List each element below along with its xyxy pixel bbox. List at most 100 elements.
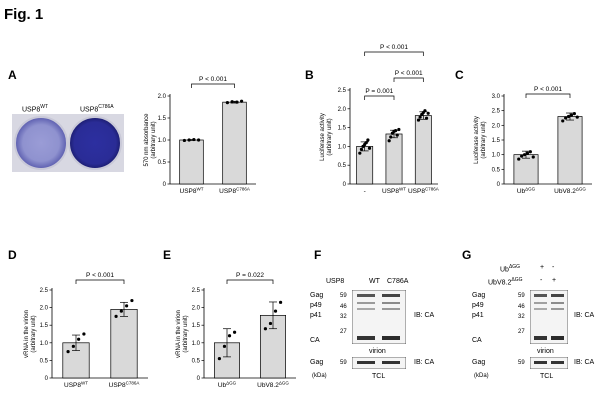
y-tick-label: 2.5 — [338, 88, 347, 94]
p-value-label: P < 0.001 — [380, 44, 408, 51]
row-ubv82-lane1: - — [540, 277, 543, 284]
c786a-well — [68, 116, 122, 170]
y-axis-label: Luciferase activity — [320, 113, 326, 161]
data-point — [520, 154, 524, 158]
band-label-ca: CA — [310, 337, 320, 344]
y-tick-label: 0 — [163, 182, 167, 188]
data-point — [232, 330, 237, 334]
g-band-label-gag: Gag — [472, 292, 486, 299]
lane-label-c786a: C786A — [387, 278, 409, 285]
data-point — [82, 332, 86, 336]
data-point — [366, 138, 370, 142]
y-tick-label: 1.5 — [338, 126, 347, 132]
y-axis-label: (arbitrary unit) — [327, 118, 333, 155]
p-value-label: P < 0.001 — [86, 272, 114, 279]
bar — [222, 101, 247, 185]
data-point — [217, 357, 222, 361]
g-virion-label: virion — [537, 348, 554, 355]
y-axis-label: Luciferase activity — [474, 116, 480, 164]
y-tick-label: 1.5 — [492, 138, 501, 144]
x-tick-label: USP8C786A — [408, 187, 439, 196]
y-axis-label: (arbitrary unit) — [183, 315, 189, 352]
g-mw-46: 46 — [518, 304, 525, 310]
g-virion-blot-image — [530, 290, 568, 344]
y-tick-label: 2.0 — [158, 94, 167, 100]
significance-bracket — [364, 51, 424, 56]
bar — [557, 116, 583, 185]
plate-label-c786a: USP8C786A — [80, 104, 114, 114]
tcl-band-label: Gag — [310, 359, 324, 366]
data-point — [424, 116, 429, 120]
chart-a: 570 nm absorbance (arbitrary unit) 0 0.5 1.0… — [144, 76, 256, 195]
data-point — [566, 114, 571, 119]
y-tick-label: 0.5 — [492, 167, 501, 173]
plate-label-wt: USP8WT — [22, 104, 49, 114]
y-tick-label: 1.0 — [40, 341, 49, 347]
x-tick-label: UbΔGG — [218, 381, 237, 390]
y-tick-label: 0.5 — [192, 358, 201, 364]
g-ib-label-virion: IB: CA — [574, 312, 595, 319]
lane-label-wt: WT — [369, 278, 380, 285]
g-kda-label: (kDa) — [474, 373, 489, 379]
row-ubv82-lane2: + — [552, 277, 557, 284]
y-tick-label: 2.0 — [40, 306, 49, 312]
row-ub-lane2: - — [552, 264, 555, 271]
y-tick-label: 0 — [497, 182, 501, 188]
tcl-mw-59: 59 — [340, 360, 347, 366]
x-tick-label: UbV8.2ΔGG — [554, 187, 586, 196]
virion-label: virion — [369, 348, 386, 355]
data-point — [196, 138, 201, 142]
data-point — [387, 139, 391, 143]
bar — [179, 139, 204, 185]
data-point — [222, 344, 227, 348]
data-point — [278, 300, 283, 304]
data-point — [528, 150, 532, 154]
bar — [110, 309, 138, 379]
data-point — [359, 147, 364, 152]
significance-bracket — [191, 83, 235, 88]
tcl-label: TCL — [372, 373, 386, 380]
y-tick-label: 2.0 — [338, 107, 347, 113]
y-tick-label: 2.0 — [192, 306, 201, 312]
x-tick-label: USP8WT — [382, 187, 406, 196]
y-tick-label: 1.5 — [40, 323, 49, 329]
p-value-label: P < 0.001 — [199, 76, 227, 83]
data-point — [569, 113, 574, 117]
ib-label-tcl: IB: CA — [414, 359, 435, 366]
g-band-label-ca: CA — [472, 337, 482, 344]
chart-b: Luciferase activity (arbitrary unit) 0 0.5 1… — [320, 44, 439, 196]
g-tcl-label: TCL — [540, 373, 554, 380]
data-point — [575, 115, 579, 119]
x-tick-label: - — [364, 188, 366, 195]
y-tick-label: 2.0 — [492, 123, 501, 129]
x-tick-label: UbΔGG — [517, 187, 536, 196]
g-band-label-p49: p49 — [472, 302, 484, 309]
panel-letter-c: C — [455, 68, 464, 82]
data-point — [418, 115, 422, 119]
significance-bracket — [75, 279, 125, 284]
data-point — [239, 99, 244, 103]
data-point — [522, 153, 527, 157]
row-ub-lane1: + — [540, 264, 545, 271]
data-point — [182, 138, 187, 143]
data-point — [389, 135, 393, 139]
wt-well — [14, 116, 68, 170]
data-point — [531, 155, 535, 159]
row-label-ubv82: UbV8.2ΔGG — [488, 277, 523, 287]
y-tick-label: 3.0 — [492, 94, 501, 100]
panel-letter-b: B — [305, 68, 314, 82]
ib-label-virion: IB: CA — [414, 312, 435, 319]
band-label-p49: p49 — [310, 302, 322, 309]
data-point — [517, 157, 521, 161]
chart-e: vRNA in the virion (arbitrary unit) 0 0.5 1.… — [176, 272, 296, 390]
p-value-label: P = 0.022 — [236, 272, 264, 279]
g-tcl-mw-59: 59 — [518, 360, 525, 366]
data-point — [561, 119, 565, 123]
y-tick-label: 2.5 — [40, 288, 49, 294]
band-label-gag: Gag — [310, 292, 324, 299]
panel-letter-a: A — [8, 68, 17, 82]
chart-c: Luciferase activity (arbitrary unit) 0 0.5 1… — [474, 86, 592, 196]
x-tick-label: USP8WT — [64, 381, 88, 390]
g-mw-27: 27 — [518, 329, 525, 335]
data-point — [71, 344, 75, 348]
